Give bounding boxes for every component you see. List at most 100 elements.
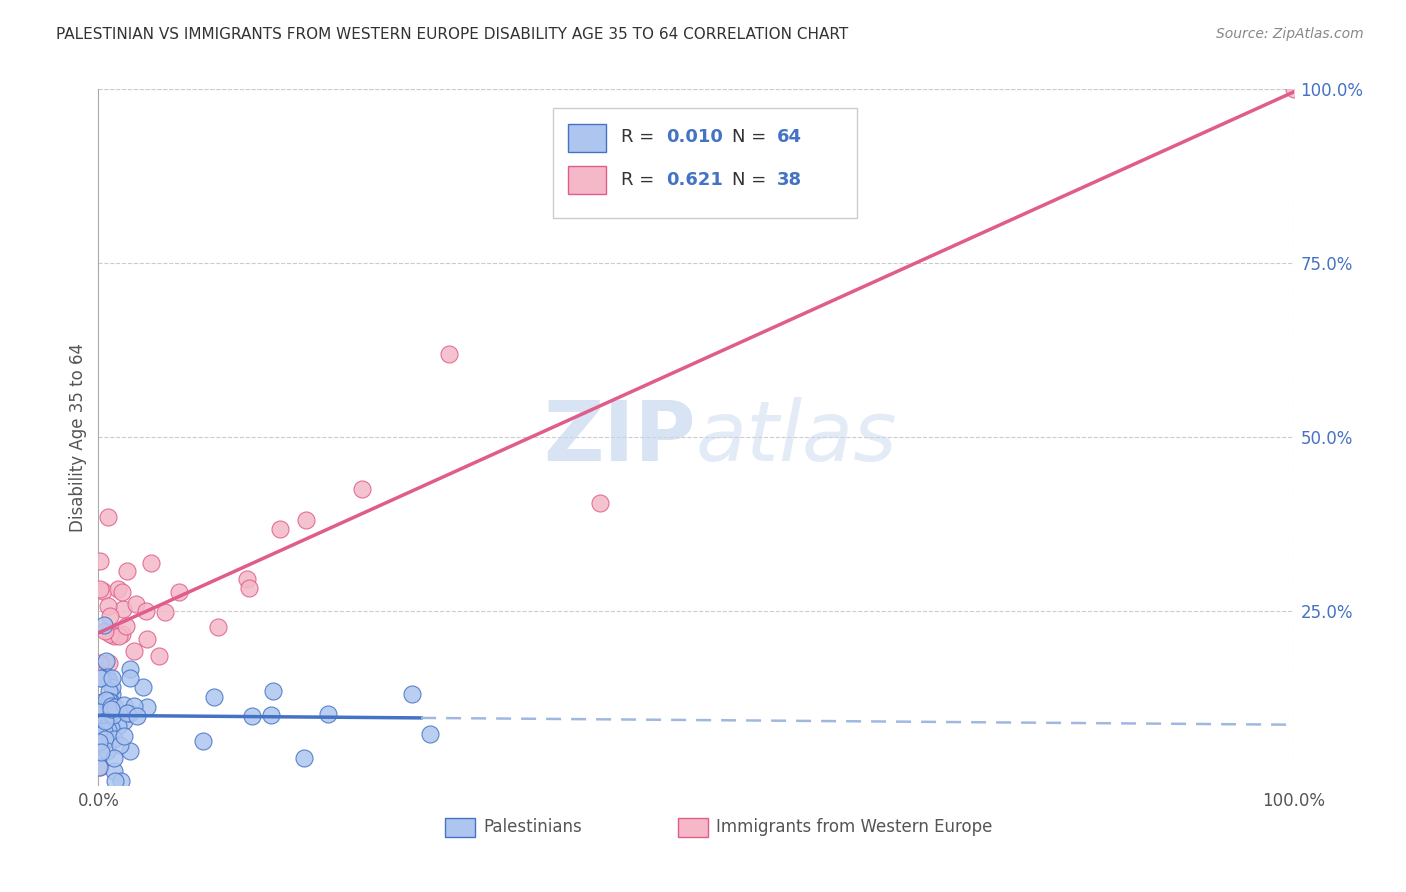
Point	[115, 706, 138, 721]
Point	[98, 609, 121, 624]
Point	[115, 565, 138, 579]
Point	[118, 672, 141, 686]
Point	[97, 683, 120, 698]
Point	[89, 671, 111, 685]
Point	[589, 495, 612, 509]
Point	[87, 705, 110, 719]
Text: Immigrants from Western Europe: Immigrants from Western Europe	[716, 818, 993, 837]
Point	[108, 738, 131, 752]
Point	[122, 699, 145, 714]
Point	[202, 690, 225, 704]
Point	[136, 632, 159, 647]
Text: 0.621: 0.621	[666, 170, 723, 188]
Point	[104, 774, 127, 789]
Point	[103, 731, 125, 746]
Point	[242, 708, 264, 723]
Point	[97, 510, 120, 524]
Point	[100, 705, 122, 719]
Point	[96, 654, 118, 668]
Point	[136, 700, 159, 714]
Point	[112, 698, 135, 712]
Point	[96, 670, 118, 684]
Point	[94, 693, 117, 707]
Point	[262, 684, 284, 698]
Point	[101, 671, 124, 685]
Point	[94, 732, 117, 747]
Point	[91, 695, 114, 709]
Point	[98, 694, 121, 708]
Point	[87, 700, 110, 714]
Point	[103, 630, 125, 644]
Point	[112, 601, 135, 615]
Point	[1282, 82, 1305, 96]
Point	[104, 700, 127, 714]
Point	[207, 620, 229, 634]
Point	[89, 735, 111, 749]
Point	[111, 585, 134, 599]
Text: N =: N =	[733, 128, 772, 145]
Point	[269, 522, 291, 536]
Point	[94, 624, 117, 639]
Point	[111, 626, 134, 640]
Point	[124, 644, 146, 658]
Point	[108, 628, 131, 642]
Point	[87, 728, 110, 742]
Point	[94, 706, 117, 720]
Text: R =: R =	[620, 170, 665, 188]
Point	[100, 681, 122, 695]
Point	[120, 706, 142, 720]
Point	[100, 627, 122, 641]
Point	[316, 706, 339, 721]
Point	[100, 687, 122, 701]
Point	[89, 723, 111, 737]
Point	[90, 723, 112, 738]
FancyBboxPatch shape	[446, 818, 475, 837]
Text: 64: 64	[778, 128, 803, 145]
Text: 0.010: 0.010	[666, 128, 723, 145]
Y-axis label: Disability Age 35 to 64: Disability Age 35 to 64	[69, 343, 87, 532]
Point	[191, 734, 214, 748]
Point	[91, 737, 114, 751]
FancyBboxPatch shape	[568, 166, 606, 194]
Point	[97, 700, 120, 714]
Text: ZIP: ZIP	[544, 397, 696, 477]
Point	[419, 727, 441, 741]
Point	[125, 597, 148, 611]
Point	[93, 724, 115, 739]
Point	[94, 714, 117, 728]
Point	[90, 671, 112, 685]
Point	[93, 618, 115, 632]
Point	[96, 743, 118, 757]
Point	[89, 582, 111, 597]
Point	[350, 482, 373, 496]
Point	[139, 556, 162, 570]
Point	[437, 346, 460, 360]
Point	[98, 657, 121, 671]
Text: N =: N =	[733, 170, 772, 188]
Point	[238, 581, 260, 595]
Text: Source: ZipAtlas.com: Source: ZipAtlas.com	[1216, 27, 1364, 41]
Point	[100, 721, 122, 735]
Point	[87, 760, 110, 774]
Point	[294, 751, 316, 765]
Point	[90, 668, 112, 682]
Point	[132, 681, 155, 695]
Point	[93, 584, 115, 599]
Point	[148, 648, 170, 663]
Text: R =: R =	[620, 128, 659, 145]
Point	[112, 730, 135, 744]
Text: 38: 38	[778, 170, 803, 188]
FancyBboxPatch shape	[553, 108, 858, 218]
Point	[167, 585, 190, 599]
Point	[112, 714, 135, 728]
Point	[115, 618, 138, 632]
FancyBboxPatch shape	[568, 124, 606, 152]
Point	[89, 702, 111, 716]
Point	[236, 572, 259, 586]
Point	[120, 662, 142, 676]
Point	[107, 582, 129, 596]
Point	[103, 751, 125, 765]
Point	[89, 760, 111, 774]
Point	[103, 708, 125, 723]
Point	[294, 513, 316, 527]
